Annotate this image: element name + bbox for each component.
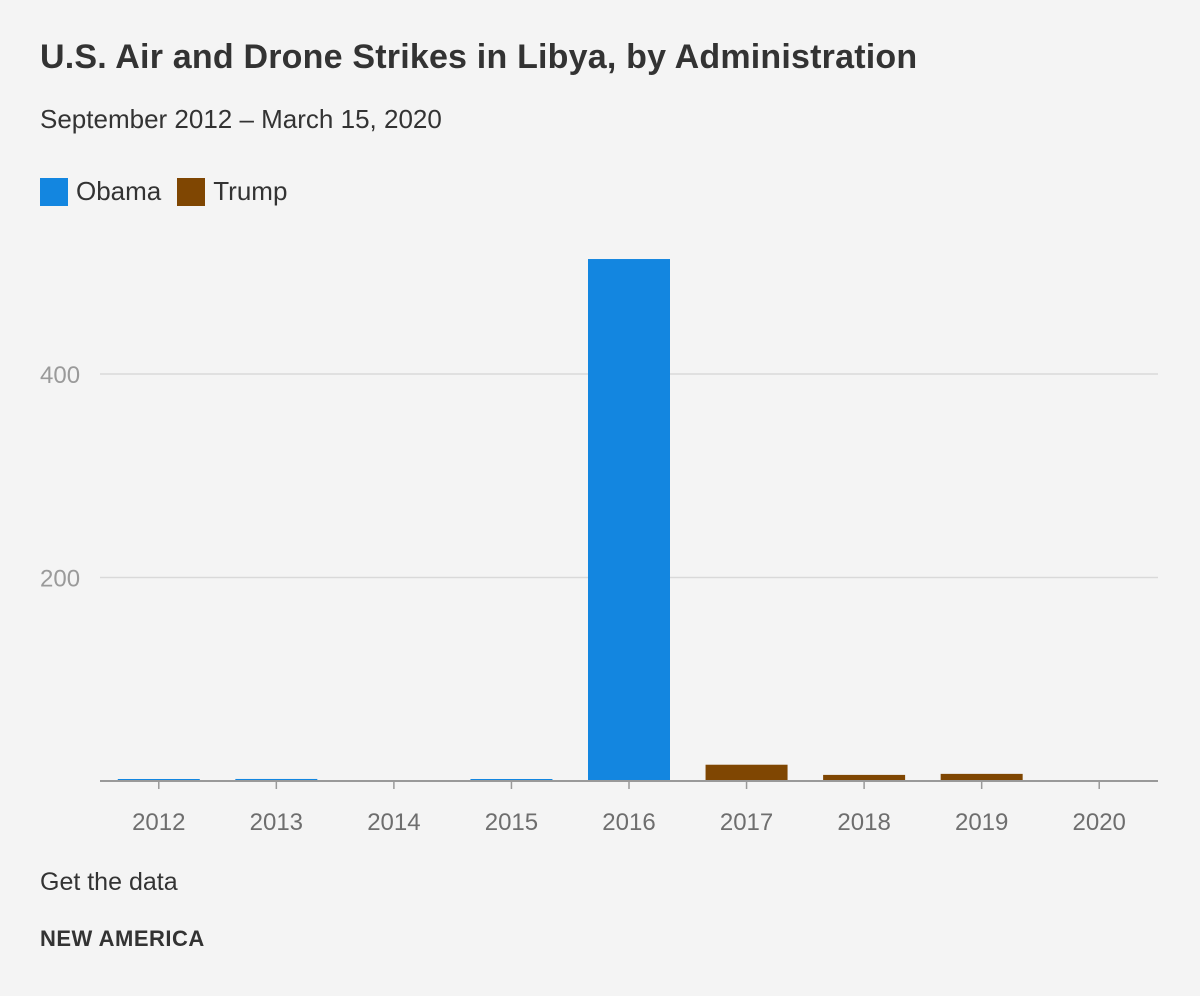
x-tick-label: 2015	[485, 809, 538, 836]
bar-2019[interactable]	[940, 773, 1023, 781]
x-tick-label: 2012	[132, 809, 185, 836]
get-data-link[interactable]: Get the data	[40, 868, 178, 896]
x-tick-label: 2017	[720, 809, 773, 836]
x-tick-label: 2014	[367, 809, 420, 836]
brand-logo-text: NEW AMERICA	[40, 926, 205, 951]
bar-chart: 400 200 2012 2013 2014 2015 2016 2017 2018 2019 20…	[40, 259, 1158, 836]
bar-2018[interactable]	[823, 774, 906, 781]
chart-title: U.S. Air and Drone Strikes in Libya, by …	[40, 38, 918, 76]
x-tick-label: 2019	[955, 809, 1008, 836]
x-tick-label: 2016	[602, 809, 655, 836]
bar-2013[interactable]	[235, 778, 318, 781]
legend-swatch-trump	[177, 177, 206, 206]
chart-subtitle: September 2012 – March 15, 2020	[40, 104, 442, 134]
x-tick-label: 2020	[1073, 809, 1126, 836]
legend-label-obama: Obama	[76, 176, 162, 206]
y-tick-label: 200	[40, 566, 80, 593]
x-tick-label: 2018	[837, 809, 890, 836]
bar-2016[interactable]	[588, 259, 670, 782]
legend-item-trump: Trump	[177, 176, 287, 207]
legend-item-obama: Obama	[40, 176, 161, 207]
bar-2017[interactable]	[705, 764, 788, 781]
legend-swatch-obama	[40, 177, 68, 206]
legend-label-trump: Trump	[213, 176, 288, 206]
x-tick-label: 2013	[250, 809, 303, 836]
y-tick-label: 400	[40, 362, 80, 389]
legend: Obama Trump	[40, 176, 303, 207]
